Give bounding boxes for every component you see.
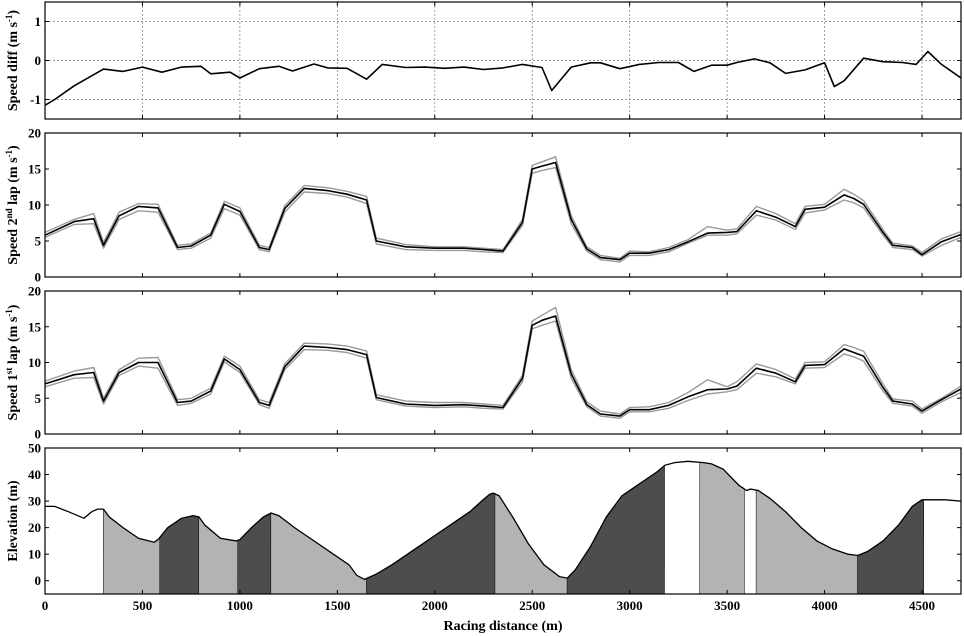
series-line-mean [45, 50, 961, 106]
y-tick-label: 0 [35, 427, 42, 442]
elevation-band [495, 494, 568, 594]
y-tick-label: 10 [28, 547, 41, 562]
y-axis-label-part: ) [6, 145, 21, 150]
speed-lap1-panel: 0 5 10 15 20 Speed 1st lap (m s-1) [4, 284, 962, 442]
y-axis-label-part: Speed diff (m s [6, 22, 21, 112]
y-axis-label-part: -1 [4, 309, 14, 317]
x-tick-label: 500 [133, 598, 153, 613]
elevation-panel: 0 10 20 30 40 50 Elevation (m) 0 500 1000 1500 2000… [6, 441, 962, 634]
y-axis-label: Speed diff (m s-1) [4, 10, 21, 112]
elevation-band [923, 499, 961, 594]
y-tick-label: 5 [35, 391, 42, 406]
plot-area [45, 156, 961, 263]
y-tick-label: 10 [28, 355, 41, 370]
y-tick-label: 0 [35, 53, 42, 68]
series-line-mean [45, 161, 961, 261]
series-line-bound [45, 320, 961, 419]
y-axis-label-part: -1 [4, 149, 14, 157]
y-axis-label-part: Speed 2 [6, 218, 21, 264]
y-tick-label: -1 [30, 92, 41, 107]
plot-area [45, 306, 961, 419]
y-tick-label: 1 [35, 14, 42, 29]
x-tick-label: 1000 [227, 598, 253, 613]
y-axis-label-part: lap (m s [6, 157, 21, 209]
y-tick-label: 15 [28, 162, 42, 177]
plot-area [45, 460, 961, 594]
y-tick-label: 20 [28, 126, 41, 141]
x-tick-label: 2500 [519, 598, 545, 613]
panel-frame [44, 447, 962, 595]
elevation-band [103, 509, 160, 594]
elevation-band [744, 489, 757, 594]
series-line-bound [45, 166, 961, 263]
elevation-profile-line [45, 460, 961, 581]
y-tick-label: 15 [28, 319, 42, 334]
y-axis-label: Speed 1st lap (m s-1) [4, 304, 21, 420]
elevation-band [567, 465, 665, 594]
y-axis-label-part: Speed 1 [6, 374, 21, 420]
elevation-band [699, 462, 745, 594]
x-tick-label: 1500 [324, 598, 350, 613]
y-tick-label: 0 [35, 270, 42, 285]
y-tick-label: 40 [28, 467, 41, 482]
y-axis-label-part: ) [6, 10, 21, 15]
x-tick-label: 0 [42, 598, 49, 613]
elevation-band [45, 506, 104, 594]
x-tick-label: 2000 [422, 598, 448, 613]
y-axis-label-part: ) [6, 304, 21, 309]
y-tick-label: 0 [35, 573, 42, 588]
elevation-band [366, 493, 496, 594]
y-axis-label-part: lap (m s [6, 316, 21, 368]
elevation-band [271, 513, 367, 594]
x-tick-label: 4500 [909, 598, 935, 613]
y-axis-label-part: -1 [4, 14, 14, 22]
y-tick-label: 10 [28, 198, 41, 213]
x-tick-label: 3000 [617, 598, 643, 613]
y-axis-label-part: nd [4, 208, 14, 218]
elevation-band [664, 461, 700, 594]
y-tick-label: 30 [28, 494, 41, 509]
elevation-band [159, 515, 199, 594]
series-line-bound [45, 156, 961, 259]
y-tick-label: 50 [28, 441, 41, 456]
plot-area [45, 2, 961, 119]
elevation-band [756, 490, 858, 594]
speed-lap2-panel: 0 5 10 15 20 Speed 2nd lap (m s-1) [4, 126, 962, 285]
x-axis-label: Racing distance (m) [444, 619, 563, 634]
y-tick-label: 5 [35, 234, 42, 249]
elevation-band [857, 499, 924, 594]
y-axis-label: Elevation (m) [6, 480, 21, 562]
x-tick-label: 4000 [812, 598, 838, 613]
x-tick-label: 3500 [714, 598, 740, 613]
series-line-bound [45, 306, 961, 415]
y-axis-label-part: st [4, 368, 14, 375]
y-tick-label: 20 [28, 284, 41, 299]
series-line-mean [45, 315, 961, 417]
y-tick-label: 20 [28, 520, 41, 535]
elevation-band [198, 517, 238, 594]
y-axis-label: Speed 2nd lap (m s-1) [4, 145, 21, 265]
